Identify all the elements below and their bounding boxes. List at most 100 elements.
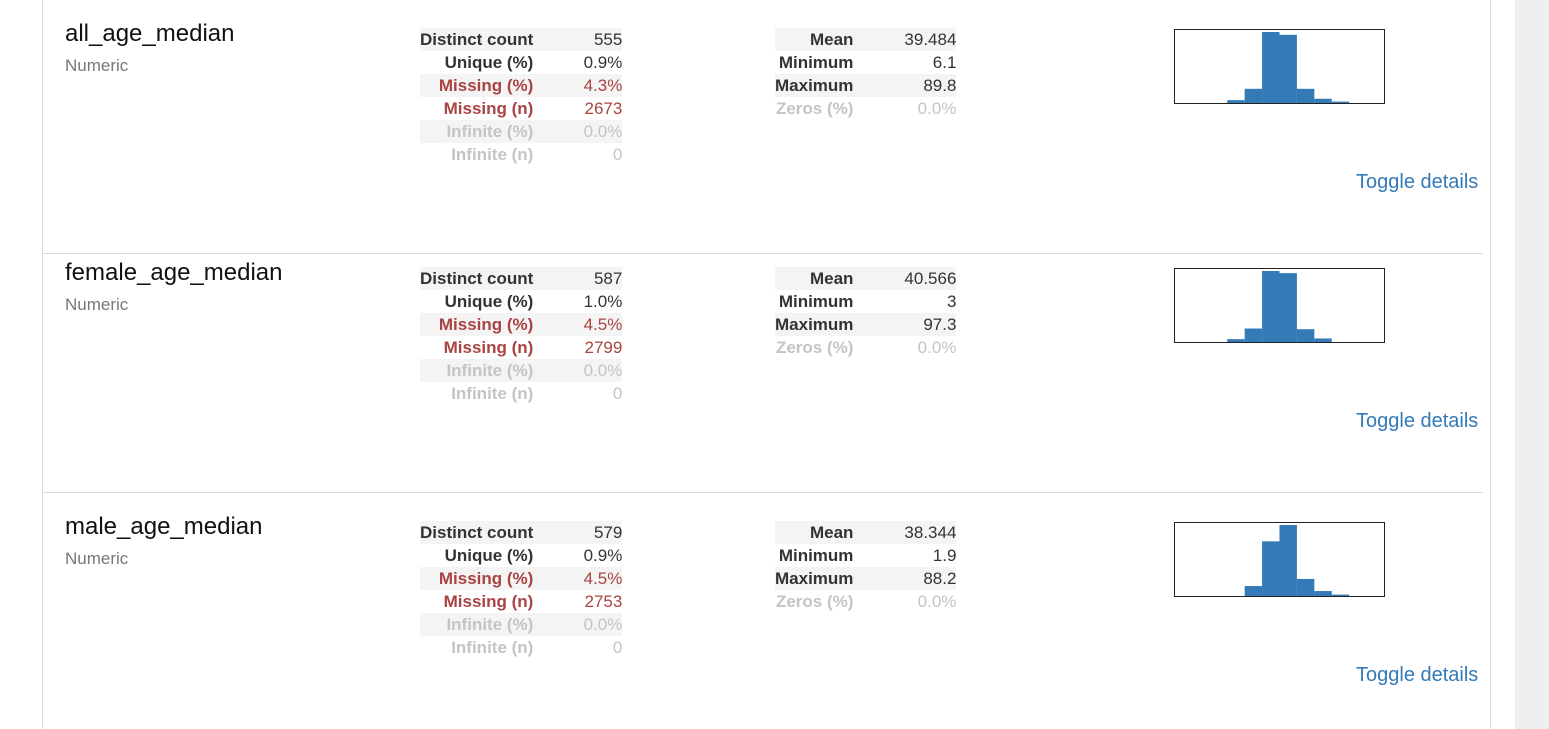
- stat-value: 0.0%: [917, 592, 957, 611]
- histogram-bar: [1244, 586, 1263, 596]
- stat-label: Mean: [775, 267, 864, 290]
- histogram-svg: [1244, 525, 1350, 596]
- stat-row: Distinct count 587: [420, 267, 623, 290]
- stat-row: Unique (%) 0.9%: [420, 544, 623, 567]
- histogram-bar: [1244, 88, 1263, 103]
- numeric-stats-table: Mean 40.566 Minimum 3 Maximum 97.3 Zeros (%…: [775, 267, 957, 359]
- stat-value: 2799: [584, 338, 623, 357]
- stat-label: Missing (n): [443, 338, 534, 357]
- histogram-bar: [1279, 34, 1297, 103]
- stat-row-ignore: Infinite (%) 0.0%: [420, 120, 623, 143]
- stat-label: Missing (n): [443, 592, 534, 611]
- stat-value: 0.0%: [543, 613, 623, 636]
- stat-value: 89.8: [863, 74, 957, 97]
- stat-label: Mean: [775, 521, 864, 544]
- histogram-svg: [1227, 32, 1350, 103]
- histogram-bar: [1314, 591, 1332, 596]
- stat-row-alert: Missing (%) 4.3%: [420, 74, 623, 97]
- variable-card: male_age_median Numeric Distinct count 57…: [43, 493, 1483, 729]
- stat-row: Unique (%) 1.0%: [420, 290, 623, 313]
- scrollbar-track[interactable]: [1515, 0, 1549, 729]
- stat-label: Infinite (n): [451, 638, 534, 657]
- histogram-bar: [1331, 594, 1350, 596]
- toggle-details-link[interactable]: Toggle details: [1356, 410, 1479, 432]
- summary-stats-table: Distinct count 579 Unique (%) 0.9% Missing…: [420, 521, 623, 659]
- stat-row-alert: Missing (%) 4.5%: [420, 313, 623, 336]
- stat-row: Minimum 1.9: [775, 544, 957, 567]
- summary-stats-table: Distinct count 587 Unique (%) 1.0% Missing…: [420, 267, 623, 405]
- variable-card: all_age_median Numeric Distinct count 555…: [43, 0, 1483, 254]
- histogram-bar: [1331, 101, 1350, 103]
- toggle-details-link[interactable]: Toggle details: [1356, 664, 1479, 686]
- stat-value: 97.3: [863, 313, 957, 336]
- stat-value: 0.0%: [917, 338, 957, 357]
- stat-value: 2753: [584, 592, 623, 611]
- stat-row-alert: Missing (n) 2673: [420, 97, 623, 120]
- stat-row-alert: Missing (%) 4.5%: [420, 567, 623, 590]
- toggle-details-link[interactable]: Toggle details: [1356, 171, 1479, 193]
- stat-label: Zeros (%): [775, 338, 854, 357]
- stat-value: 0.0%: [543, 120, 623, 143]
- histogram-bar: [1314, 338, 1332, 342]
- histogram-bar: [1227, 100, 1245, 103]
- stat-row: Maximum 89.8: [775, 74, 957, 97]
- stat-row: Maximum 97.3: [775, 313, 957, 336]
- stat-row-alert: Missing (n) 2753: [420, 590, 623, 613]
- stat-label: Minimum: [778, 546, 854, 565]
- stat-row: Unique (%) 0.9%: [420, 51, 623, 74]
- stat-label: Maximum: [775, 74, 864, 97]
- mini-histogram: [1174, 29, 1385, 104]
- stat-row: Minimum 6.1: [775, 51, 957, 74]
- stat-row-ignore: Zeros (%) 0.0%: [775, 97, 956, 120]
- stat-row-ignore: Zeros (%) 0.0%: [775, 590, 956, 613]
- histogram-bar: [1314, 98, 1332, 103]
- histogram-bar: [1296, 329, 1315, 342]
- stat-row-ignore: Zeros (%) 0.0%: [775, 336, 956, 359]
- stat-row-alert: Missing (n) 2799: [420, 336, 623, 359]
- stat-value: 0: [612, 384, 623, 403]
- stat-value: 38.344: [863, 521, 957, 544]
- stat-value: 4.5%: [543, 567, 623, 590]
- stat-row-ignore: Infinite (n) 0: [420, 143, 622, 166]
- stat-label: Maximum: [775, 313, 864, 336]
- histogram-bar: [1279, 525, 1297, 596]
- stat-value: 4.5%: [543, 313, 623, 336]
- mini-histogram: [1174, 522, 1385, 597]
- stat-label: Distinct count: [420, 521, 544, 544]
- stat-label: Unique (%): [444, 292, 534, 311]
- variable-card: female_age_median Numeric Distinct count…: [43, 239, 1483, 493]
- numeric-stats-table: Mean 38.344 Minimum 1.9 Maximum 88.2 Zeros …: [775, 521, 957, 613]
- histogram-bar: [1262, 541, 1280, 596]
- variable-type: Numeric: [65, 549, 129, 568]
- stat-value: 0.0%: [917, 99, 957, 118]
- stat-value: 0.0%: [543, 359, 623, 382]
- histogram-bar: [1244, 328, 1263, 342]
- variable-type: Numeric: [65, 295, 129, 314]
- stat-label: Missing (n): [443, 99, 534, 118]
- histogram-svg: [1227, 271, 1332, 342]
- stat-value: 39.484: [863, 28, 957, 51]
- histogram-bar: [1296, 578, 1315, 596]
- histogram-bar: [1262, 32, 1280, 103]
- histogram-bar: [1262, 271, 1280, 342]
- stat-value: 4.3%: [543, 74, 623, 97]
- stat-label: Minimum: [778, 292, 854, 311]
- stat-row: Mean 40.566: [775, 267, 957, 290]
- stat-row: Minimum 3: [775, 290, 957, 313]
- stat-label: Missing (%): [420, 567, 544, 590]
- stat-row-ignore: Infinite (n) 0: [420, 636, 622, 659]
- variables-panel: all_age_median Numeric Distinct count 555…: [42, 0, 1491, 729]
- stat-value: 0: [612, 145, 623, 164]
- summary-stats-table: Distinct count 555 Unique (%) 0.9% Missing…: [420, 28, 623, 166]
- stat-label: Infinite (%): [420, 359, 544, 382]
- histogram-bar: [1279, 273, 1297, 342]
- variable-name: all_age_median: [65, 20, 235, 47]
- stat-row: Mean 39.484: [775, 28, 957, 51]
- stat-row: Distinct count 555: [420, 28, 623, 51]
- stat-value: 0: [612, 638, 623, 657]
- stat-value: 587: [543, 267, 623, 290]
- stat-label: Missing (%): [420, 313, 544, 336]
- mini-histogram: [1174, 268, 1385, 343]
- stat-label: Infinite (n): [451, 384, 534, 403]
